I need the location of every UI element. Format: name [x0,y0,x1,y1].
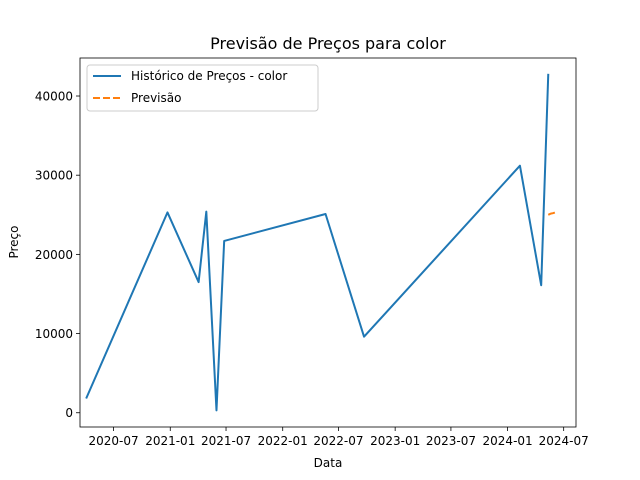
y-tick-label-3: 30000 [35,169,73,183]
series-layer [85,73,556,412]
y-tick-label-0: 0 [65,406,73,420]
x-tick-label-5: 2023-01 [370,434,420,448]
plot-frame [79,57,577,428]
y-tick-label-2: 20000 [35,248,73,262]
x-tick-label-7: 2024-01 [483,434,533,448]
legend-box [86,64,319,112]
plot-area [80,58,576,427]
legend: Histórico de Preços - color Previsão [86,64,319,112]
y-tick-label-4: 40000 [35,90,73,104]
y-tick-label-1: 10000 [35,327,73,341]
series-line-1 [547,211,556,216]
x-tick-label-2: 2021-07 [201,434,251,448]
legend-label-history: Histórico de Preços - color [131,69,287,83]
chart-title: Previsão de Preços para color [210,34,446,53]
series-line-0 [85,73,550,412]
y-axis-label: Preço [7,225,21,258]
x-tick-label-3: 2022-01 [258,434,308,448]
x-tick-label-0: 2020-07 [89,434,139,448]
x-tick-label-8: 2024-07 [539,434,589,448]
x-tick-label-6: 2023-07 [426,434,476,448]
y-axis-ticks: 0 10000 20000 30000 40000 [35,90,80,420]
x-axis-label: Data [314,456,343,470]
x-axis-ticks: 2020-07 2021-01 2021-07 2022-01 2022-07 2023-… [89,427,589,448]
legend-label-forecast: Previsão [131,91,181,105]
x-tick-label-4: 2022-07 [313,434,363,448]
x-tick-label-1: 2021-01 [145,434,195,448]
